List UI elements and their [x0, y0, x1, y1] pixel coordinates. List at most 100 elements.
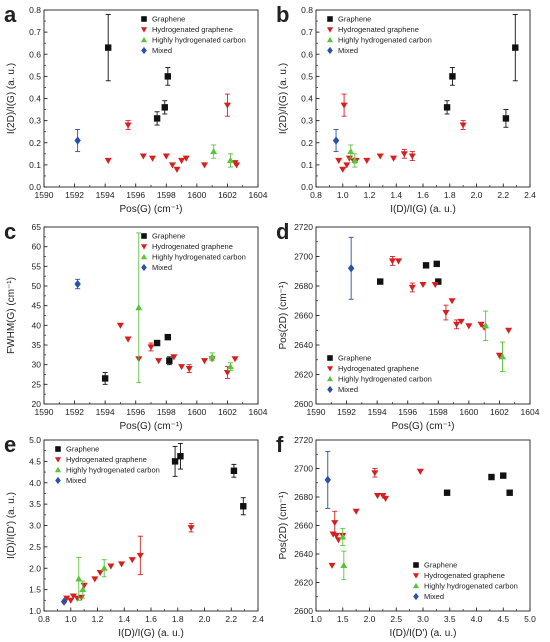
- x-tick-label: 1.5: [337, 614, 349, 624]
- data-point: [182, 155, 190, 162]
- data-point: [457, 318, 465, 325]
- data-point: [96, 569, 104, 577]
- x-tick-label: 2.2: [497, 190, 509, 200]
- data-point: [91, 576, 99, 583]
- legend-marker: [412, 582, 420, 589]
- y-tick-label: 30: [32, 360, 42, 370]
- data-point: [116, 322, 124, 329]
- data-point: [136, 552, 144, 559]
- legend-marker: [326, 36, 334, 43]
- legend-label: Mixed: [152, 46, 172, 55]
- data-point: [74, 136, 81, 145]
- y-tick-label: 2720: [294, 435, 313, 445]
- x-tick-label: 3.0: [417, 614, 429, 624]
- x-tick-label: 1600: [459, 407, 478, 417]
- data-point: [340, 102, 348, 109]
- data-point: [105, 44, 112, 51]
- data-point: [376, 153, 384, 160]
- panel-b: b 0.8 1.0 1.2 1.4 1.6 1.8 2.0 2.2 2.4 0.0 0.1 0.2 0.3…: [276, 2, 536, 215]
- legend-marker: [326, 27, 334, 33]
- y-tick-label: 25: [32, 379, 42, 389]
- data-point: [449, 73, 456, 80]
- data-point: [395, 258, 403, 265]
- data-point: [226, 363, 235, 370]
- y-tick-label: 3.0: [29, 521, 41, 531]
- y-tick-label: 0.8: [29, 5, 41, 15]
- y-tick-label: 0.2: [29, 138, 41, 148]
- data-point: [443, 104, 451, 111]
- x-tick-label: 1604: [249, 190, 268, 200]
- data-point: [505, 327, 513, 334]
- y-tick-label: 2700: [294, 252, 313, 262]
- x-tick-label: 1.8: [172, 614, 184, 624]
- x-tick-label: 1596: [126, 407, 145, 417]
- y-tick-label: 60: [32, 242, 42, 252]
- y-tick-label: 45: [32, 301, 42, 311]
- y-tick-label: 0.5: [301, 71, 313, 81]
- data-point: [153, 115, 161, 122]
- legend-marker: [141, 16, 147, 22]
- data-point: [400, 151, 408, 158]
- data-point: [147, 344, 155, 351]
- data-point: [74, 279, 81, 289]
- data-point: [208, 353, 216, 360]
- data-point: [332, 532, 340, 539]
- y-axis-label: I(2D)/I(G) (a. u.): [278, 63, 289, 134]
- panel-e: e0.8 1.0 1.2 1.4 1.6 1.8 2.0 2.2 2.41.01.52.02.5…: [4, 432, 264, 639]
- legend-marker: [141, 263, 147, 272]
- y-tick-label: 2660: [294, 521, 313, 531]
- x-tick-label: 1600: [187, 407, 206, 417]
- x-tick-label: 1592: [337, 407, 356, 417]
- legend-label: Graphene: [424, 561, 457, 570]
- data-point: [161, 104, 168, 111]
- data-point: [453, 321, 461, 328]
- x-tick-label: 1.0: [65, 614, 77, 624]
- x-tick-label: 0.8: [38, 614, 50, 624]
- data-point: [459, 122, 467, 129]
- x-tick-label: 1592: [65, 190, 84, 200]
- y-tick-label: 0.7: [29, 27, 41, 37]
- panel-letter: b: [276, 2, 289, 27]
- data-point: [377, 278, 384, 285]
- x-tick-label: 1.2: [92, 614, 104, 624]
- x-tick-label: 1598: [157, 190, 176, 200]
- data-point: [324, 475, 331, 485]
- data-point: [63, 595, 71, 602]
- y-tick-label: 2620: [294, 370, 313, 380]
- x-tick-label: 1604: [521, 407, 540, 417]
- data-point: [173, 166, 181, 173]
- data-point: [60, 597, 68, 606]
- data-point: [168, 162, 176, 169]
- x-tick-label: 1594: [368, 407, 387, 417]
- x-axis-label: Pos(G) (cm⁻¹): [391, 421, 454, 432]
- x-tick-label: 1602: [490, 407, 509, 417]
- panel-f: f 1.0 1.5 2.0 2.5 3.0 3.5 4.0 4.5 5.0 2600 2620 2640…: [276, 432, 536, 639]
- legend-marker: [140, 244, 148, 250]
- x-tick-label: 1594: [96, 407, 115, 417]
- y-tick-label: 40: [32, 320, 42, 330]
- legend-label: Mixed: [424, 592, 444, 601]
- data-point: [200, 358, 209, 365]
- legend-label: Highly hydrogenated carbon: [338, 375, 432, 384]
- y-tick-label: 2600: [294, 399, 313, 409]
- x-tick-label: 2.0: [364, 614, 376, 624]
- data-point: [162, 153, 170, 160]
- y-tick-label: 65: [32, 222, 42, 232]
- x-tick-label: 2.4: [524, 190, 536, 200]
- y-axis-label: I(D)/I(D') (a. u.): [6, 492, 17, 559]
- data-point: [339, 533, 347, 540]
- legend-label: Highly hydrogenated carbon: [338, 36, 432, 45]
- y-axis-label: Pos(2D) (cm⁻¹): [278, 281, 289, 349]
- data-point: [187, 525, 195, 532]
- data-point: [382, 495, 390, 502]
- x-tick-label: 1598: [429, 407, 448, 417]
- x-tick-label: 2.0: [199, 614, 211, 624]
- legend-marker: [140, 36, 148, 43]
- x-tick-label: 4.0: [471, 614, 483, 624]
- data-point: [331, 520, 339, 527]
- data-point: [178, 157, 186, 164]
- panel-d: d 1590 1592 1594 1596 1598 1600 1602 1604 2600 262…: [276, 219, 540, 432]
